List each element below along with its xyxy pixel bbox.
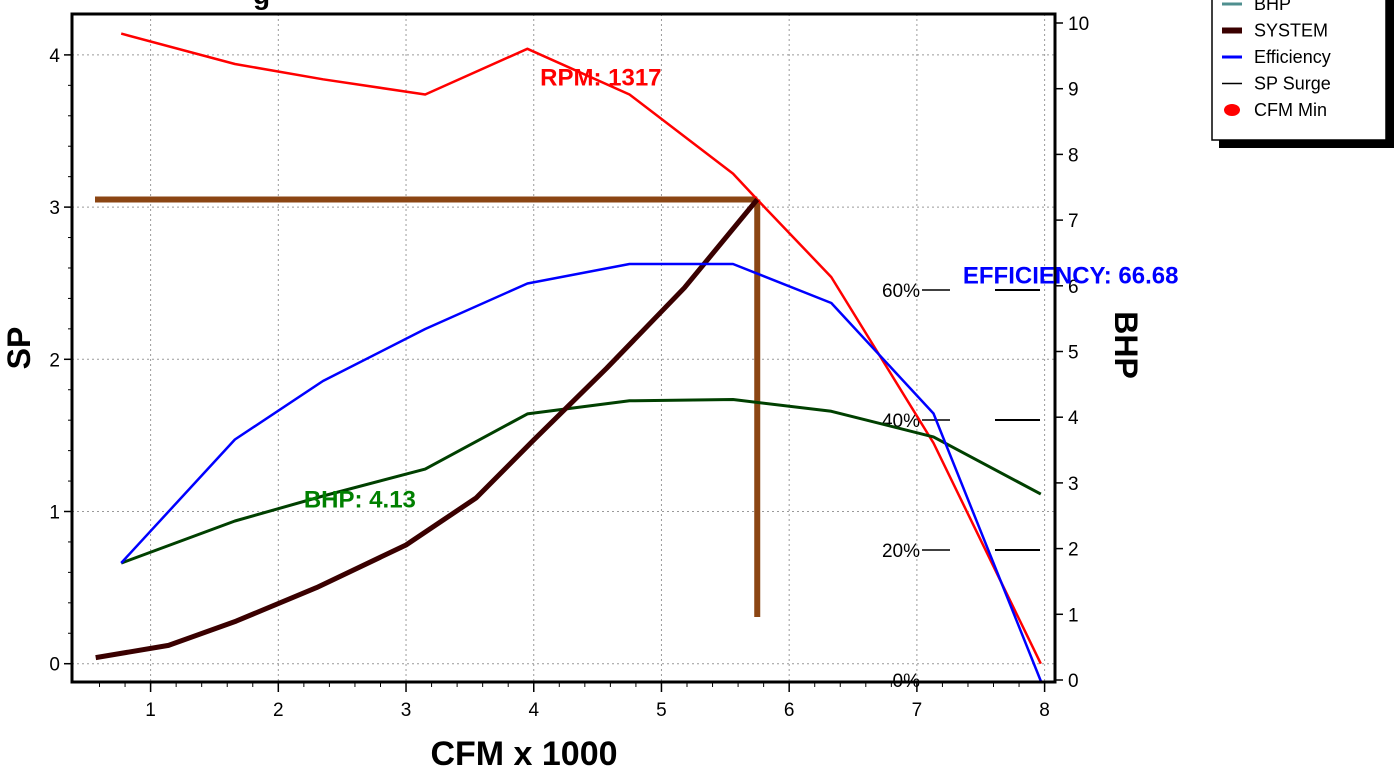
y-tick-label: 4 — [49, 46, 60, 67]
legend-label: Efficiency — [1254, 47, 1331, 67]
series-rpm-line — [120, 32, 1042, 665]
annotation-label: EFFICIENCY: 66.68 — [963, 263, 1179, 290]
x-axis: 1 2 3 4 5 6 7 8 — [99, 682, 1050, 721]
y-axis-sp: 0 1 2 3 4 — [49, 46, 72, 676]
x-tick-label: 5 — [656, 700, 667, 721]
y-axis-title: SP — [1, 327, 37, 370]
legend-label: SYSTEM — [1254, 21, 1328, 41]
plot-background — [72, 14, 1055, 682]
y2-tick-label: 0 — [1068, 671, 1079, 692]
annotation-label: RPM: 1317 — [540, 65, 661, 92]
y2-tick-label: 6 — [1068, 277, 1079, 298]
legend-items: BHP SYSTEM Efficiency SP Surge CFM Min — [1222, 0, 1331, 120]
efficiency-tick-label: 60% — [882, 281, 920, 302]
legend-label: BHP — [1254, 0, 1291, 14]
y2-tick-label: 2 — [1068, 540, 1079, 561]
x-tick-label: 4 — [528, 700, 539, 721]
y2-tick-label: 5 — [1068, 343, 1079, 364]
y2-tick-label: 3 — [1068, 474, 1079, 495]
legend: BHP SYSTEM Efficiency SP Surge CFM Min — [1211, 0, 1394, 148]
x-axis-title: CFM x 1000 — [430, 735, 617, 773]
top-partial-text: g — [253, 0, 270, 10]
legend-box — [1211, 0, 1387, 141]
grid-lines — [72, 14, 1055, 682]
plot-border — [70, 12, 1057, 684]
annotation-label: BHP: 4.13 — [304, 486, 416, 513]
y2-axis-title: BHP — [1108, 311, 1144, 379]
y-axis-bhp: 0 1 2 3 4 5 6 7 8 9 10 — [1055, 14, 1089, 692]
annotations: RPM: 1317 BHP: 4.13 EFFICIENCY: 66.68 — [304, 65, 1179, 514]
y2-tick-label: 4 — [1068, 408, 1079, 429]
y2-tick-label: 10 — [1068, 14, 1089, 35]
y2-tick-label: 9 — [1068, 80, 1079, 101]
y2-tick-label: 1 — [1068, 605, 1079, 626]
legend-label: SP Surge — [1254, 74, 1331, 94]
operating-point-lines — [95, 196, 761, 617]
x-tick-label: 1 — [145, 700, 156, 721]
y2-tick-label: 7 — [1068, 211, 1079, 232]
y-tick-label: 2 — [49, 350, 60, 371]
y-tick-label: 0 — [49, 655, 60, 676]
legend-swatch-dot — [1224, 104, 1240, 116]
x-tick-label: 2 — [273, 700, 284, 721]
x-tick-label: 7 — [912, 700, 923, 721]
y-tick-label: 1 — [49, 503, 60, 524]
x-tick-label: 8 — [1039, 700, 1050, 721]
series-system-line — [95, 197, 760, 661]
legend-label: CFM Min — [1254, 100, 1327, 120]
series-layer — [95, 32, 1042, 682]
x-tick-label: 6 — [784, 700, 795, 721]
plot-frame: 60%40%20%0% — [70, 12, 1057, 692]
y-tick-label: 3 — [49, 198, 60, 219]
efficiency-tick-label: 20% — [882, 541, 920, 562]
x-tick-label: 3 — [401, 700, 412, 721]
y2-tick-label: 8 — [1068, 145, 1079, 166]
series-efficiency-line — [120, 262, 1042, 682]
series-bhp-line — [120, 398, 1042, 565]
